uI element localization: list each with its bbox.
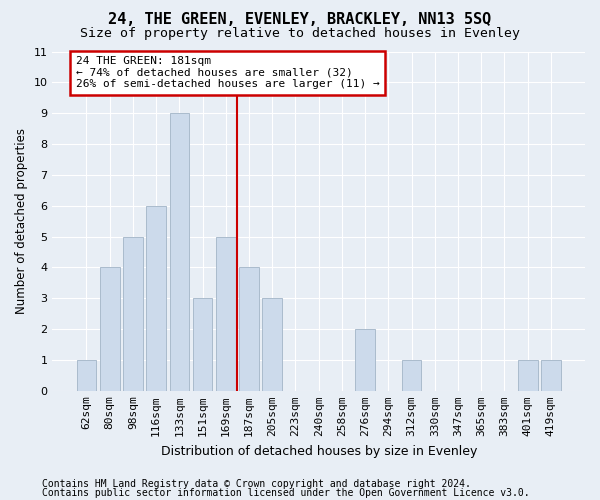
Bar [193,298,212,391]
Text: 24, THE GREEN, EVENLEY, BRACKLEY, NN13 5SQ: 24, THE GREEN, EVENLEY, BRACKLEY, NN13 5… [109,12,491,28]
Text: Size of property relative to detached houses in Evenley: Size of property relative to detached ho… [80,28,520,40]
Bar [123,236,143,391]
Bar [100,268,119,391]
Bar [216,236,236,391]
Text: Contains HM Land Registry data © Crown copyright and database right 2024.: Contains HM Land Registry data © Crown c… [42,479,471,489]
X-axis label: Distribution of detached houses by size in Evenley: Distribution of detached houses by size … [161,444,477,458]
Bar [518,360,538,391]
Text: 24 THE GREEN: 181sqm
← 74% of detached houses are smaller (32)
26% of semi-detac: 24 THE GREEN: 181sqm ← 74% of detached h… [76,56,380,90]
Bar [239,268,259,391]
Bar [355,329,375,391]
Bar [402,360,421,391]
Text: Contains public sector information licensed under the Open Government Licence v3: Contains public sector information licen… [42,488,530,498]
Bar [146,206,166,391]
Bar [541,360,561,391]
Bar [77,360,97,391]
Y-axis label: Number of detached properties: Number of detached properties [15,128,28,314]
Bar [262,298,282,391]
Bar [170,113,189,391]
